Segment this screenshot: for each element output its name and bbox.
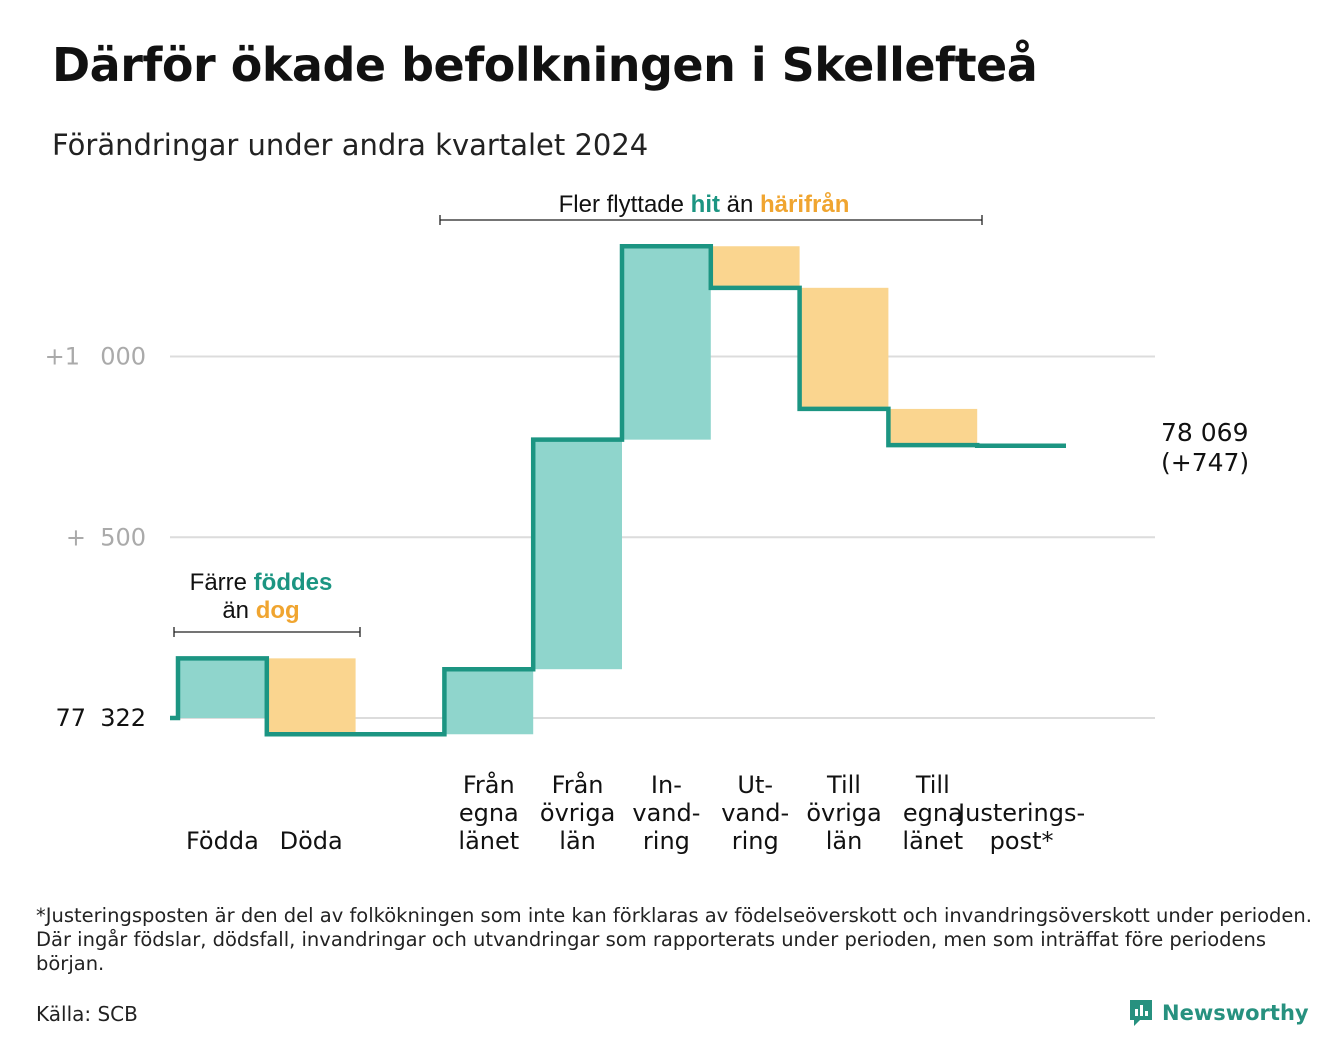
category-label: Justerings- — [956, 799, 1085, 827]
category-label: egna — [459, 799, 519, 827]
annotation-births-line2: än dog — [222, 597, 299, 624]
annotation-text-part: än — [222, 597, 255, 624]
brand-name: Newsworthy — [1162, 1001, 1309, 1025]
waterfall-bar — [888, 408, 978, 446]
final-change-label: (+747) — [1161, 448, 1249, 477]
category-label: In- — [651, 771, 682, 799]
annotation-text-part: härifrån — [760, 191, 849, 218]
cumulative-step-line — [170, 243, 1066, 737]
footnote: *Justeringsposten är den del av folkökni… — [36, 904, 1312, 975]
category-label: Från — [463, 770, 515, 799]
category-label: egna — [903, 799, 963, 827]
waterfall-bar — [178, 658, 267, 718]
annotation-text-part: Fler flyttade — [559, 191, 691, 218]
waterfall-bar — [533, 439, 622, 670]
annotation-text-part: dog — [256, 597, 300, 624]
category-label: länet — [458, 827, 519, 855]
waterfall-bar — [444, 669, 534, 735]
waterfall-bar — [622, 246, 711, 440]
category-label: länet — [902, 827, 963, 855]
final-value-label: 78 069 — [1161, 418, 1248, 447]
y-tick-label: 000 — [100, 343, 146, 371]
category-label: län — [559, 827, 596, 855]
category-label: övriga — [540, 799, 615, 827]
chart-title: Därför ökade befolkningen i Skellefteå — [52, 38, 1038, 92]
category-label: Födda — [186, 827, 259, 855]
category-label: post* — [990, 827, 1054, 855]
newsworthy-logo-icon — [1130, 1000, 1152, 1026]
category-label: Till — [826, 771, 861, 799]
annotation-text-part: hit — [691, 191, 720, 218]
category-label: Från — [552, 770, 604, 799]
category-label: ring — [643, 827, 690, 855]
category-label: ring — [732, 827, 779, 855]
category-label: Döda — [280, 827, 343, 855]
category-label: Till — [915, 771, 950, 799]
annotation-text-part: Färre — [190, 569, 254, 596]
y-tick-label-prefix: + — [66, 523, 86, 551]
y-tick-label: 322 — [100, 704, 146, 732]
waterfall-bar — [799, 287, 889, 409]
y-tick-label-prefix: 77 — [55, 704, 86, 732]
y-tick-label: 500 — [100, 523, 146, 551]
category-label: vand- — [721, 799, 789, 827]
annotation-migration-line: Fler flyttade hit än härifrån — [559, 191, 850, 218]
category-label: övriga — [806, 799, 881, 827]
chart-subtitle: Förändringar under andra kvartalet 2024 — [52, 128, 649, 162]
annotation-births-line1: Färre föddes — [190, 569, 333, 596]
annotation-text-part: än — [720, 191, 760, 218]
category-label: vand- — [632, 799, 700, 827]
category-label: Ut- — [737, 771, 773, 799]
brand-logo: Newsworthy — [1128, 998, 1309, 1028]
annotation-text-part: föddes — [254, 569, 333, 596]
source-note: Källa: SCB — [36, 1002, 138, 1026]
category-label: län — [826, 827, 863, 855]
waterfall-bar — [710, 246, 800, 288]
waterfall-bar — [266, 658, 356, 735]
y-tick-label-prefix: +1 — [45, 343, 80, 371]
